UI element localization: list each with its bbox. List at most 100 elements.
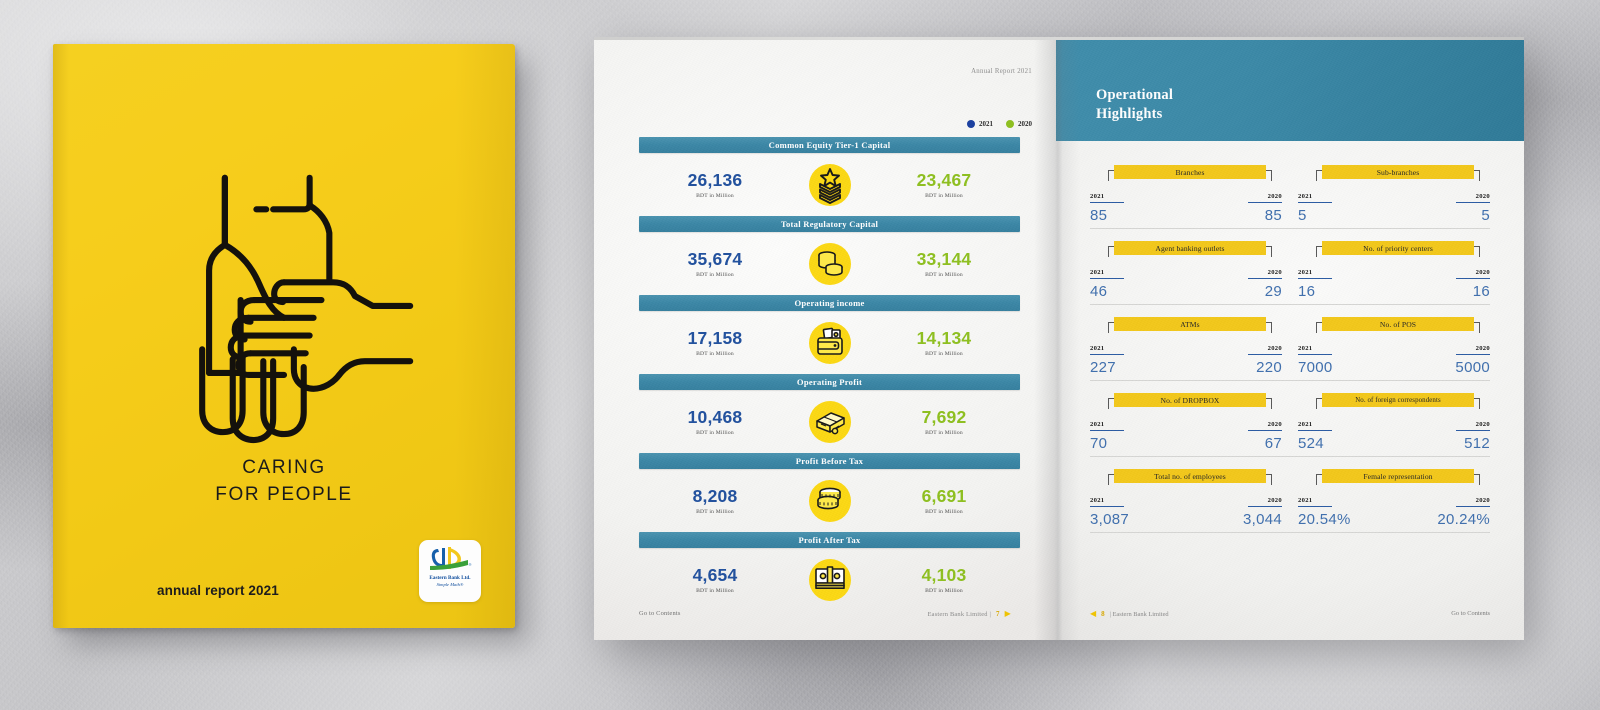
stat-years: 2021 524 2020 512 bbox=[1298, 413, 1490, 452]
stat-label: No. of POS bbox=[1322, 317, 1474, 331]
metric-value-2021: 4,654 BDT in Million bbox=[661, 565, 769, 594]
metric-icon bbox=[797, 321, 863, 364]
right-page-footer: ◀ 8 | Eastern Bank Limited Go to Content… bbox=[1056, 609, 1524, 619]
metric-unit: BDT in Million bbox=[925, 351, 963, 357]
stat-2020: 2020 85 bbox=[1222, 185, 1282, 224]
prev-page-arrow-icon[interactable]: ◀ bbox=[1090, 609, 1097, 618]
stat-year-label: 2021 bbox=[1090, 345, 1124, 355]
footer-brand: | Eastern Bank Limited bbox=[1109, 610, 1169, 618]
financial-highlights-page: Annual Report 2021 2021 2020 Common Equi… bbox=[594, 40, 1056, 640]
page-header-label: Annual Report 2021 bbox=[971, 68, 1032, 75]
go-to-contents-link[interactable]: Go to Contents bbox=[639, 610, 681, 617]
cash-notes-icon bbox=[808, 558, 851, 601]
metric-row: Operating income 17,158 BDT in Million bbox=[639, 295, 1020, 374]
legend-label-2021: 2021 bbox=[979, 120, 993, 128]
stat-value: 70 bbox=[1090, 435, 1108, 452]
go-to-contents-link[interactable]: Go to Contents bbox=[1451, 610, 1490, 617]
stat-label: Sub-branches bbox=[1322, 165, 1474, 179]
metric-value: 7,692 bbox=[921, 407, 967, 427]
stat-year-label: 2020 bbox=[1248, 421, 1282, 431]
stat-label: Female representation bbox=[1322, 469, 1474, 483]
metric-unit: BDT in Million bbox=[696, 509, 734, 515]
stat-years: 2021 20.54% 2020 20.24% bbox=[1298, 489, 1490, 528]
cover-title-line2: FOR PEOPLE bbox=[215, 484, 353, 505]
stat-cell: Total no. of employees 2021 3,087 2020 3… bbox=[1090, 469, 1282, 528]
metric-value: 33,144 bbox=[916, 249, 972, 269]
stat-2021: 2021 85 bbox=[1090, 185, 1150, 224]
stat-year-label: 2020 bbox=[1456, 497, 1490, 507]
stat-2020: 2020 5 bbox=[1430, 185, 1490, 224]
metric-value-2021: 35,674 BDT in Million bbox=[661, 249, 769, 278]
metric-value-2021: 17,158 BDT in Million bbox=[661, 328, 769, 357]
stat-2020: 2020 512 bbox=[1430, 413, 1490, 452]
stat-value: 3,087 bbox=[1090, 511, 1130, 528]
metric-value-2020: 23,467 BDT in Million bbox=[890, 170, 998, 199]
stat-year-label: 2021 bbox=[1298, 193, 1332, 203]
stat-cell: No. of priority centers 2021 16 2020 16 bbox=[1298, 241, 1490, 300]
stat-label: Agent banking outlets bbox=[1114, 241, 1266, 255]
stat-value: 3,044 bbox=[1242, 511, 1282, 528]
metric-unit: BDT in Million bbox=[696, 351, 734, 357]
stat-bracket bbox=[1108, 246, 1272, 257]
stat-years: 2021 85 2020 85 bbox=[1090, 185, 1282, 224]
stat-cell: ATMs 2021 227 2020 220 bbox=[1090, 317, 1282, 376]
metric-value: 35,674 bbox=[687, 249, 743, 269]
page-title-line2: Highlights bbox=[1096, 105, 1163, 122]
metric-value: 14,134 bbox=[916, 328, 972, 348]
page-number: 8 bbox=[1101, 610, 1105, 618]
stat-value: 524 bbox=[1298, 435, 1324, 452]
stat-cell: No. of DROPBOX 2021 70 2020 67 bbox=[1090, 393, 1282, 452]
stat-2021: 2021 46 bbox=[1090, 261, 1150, 300]
metric-value: 10,468 bbox=[687, 407, 743, 427]
metric-unit: BDT in Million bbox=[696, 588, 734, 594]
cover-title-line1: CARING bbox=[242, 457, 326, 478]
svg-text:®: ® bbox=[469, 562, 472, 567]
stat-2020: 2020 5000 bbox=[1430, 337, 1490, 376]
metric-unit: BDT in Million bbox=[925, 588, 963, 594]
metric-title-bar: Operating income bbox=[639, 295, 1020, 311]
metric-value-2020: 33,144 BDT in Million bbox=[890, 249, 998, 278]
ebl-logo-mark: ® bbox=[430, 547, 472, 570]
page-title: Operational Highlights bbox=[1096, 86, 1173, 123]
ebl-logo-name: Eastern Bank Ltd. bbox=[429, 575, 471, 581]
clasped-hands-icon bbox=[146, 162, 422, 444]
stats-row: Branches 2021 85 2020 85 Sub-br bbox=[1090, 153, 1490, 229]
annual-report-cover: CARING FOR PEOPLE annual report 2021 ® E… bbox=[53, 44, 515, 628]
metric-unit: BDT in Million bbox=[925, 430, 963, 436]
stat-bracket bbox=[1108, 398, 1272, 409]
metric-list: Common Equity Tier-1 Capital 26,136 BDT … bbox=[639, 137, 1020, 611]
stat-value: 46 bbox=[1090, 283, 1108, 300]
stat-2021: 2021 7000 bbox=[1298, 337, 1358, 376]
next-page-arrow-icon[interactable]: ▶ bbox=[1004, 609, 1011, 618]
stat-cell: No. of foreign correspondents 2021 524 2… bbox=[1298, 393, 1490, 452]
metric-icon bbox=[797, 242, 863, 285]
footer-brand: Eastern Bank Limited | bbox=[927, 610, 991, 618]
stats-row: Total no. of employees 2021 3,087 2020 3… bbox=[1090, 457, 1490, 533]
stat-years: 2021 5 2020 5 bbox=[1298, 185, 1490, 224]
metric-value: 6,691 bbox=[921, 486, 967, 506]
stat-bracket bbox=[1108, 474, 1272, 485]
cover-title: CARING FOR PEOPLE bbox=[53, 454, 515, 508]
metric-value: 4,654 bbox=[692, 565, 738, 585]
stat-year-label: 2020 bbox=[1456, 421, 1490, 431]
stat-years: 2021 227 2020 220 bbox=[1090, 337, 1282, 376]
metric-icon bbox=[797, 400, 863, 443]
footer-page-info: Eastern Bank Limited | 7 ▶ bbox=[927, 609, 1011, 619]
stat-2021: 2021 70 bbox=[1090, 413, 1150, 452]
stat-label: ATMs bbox=[1114, 317, 1266, 331]
stat-2021: 2021 227 bbox=[1090, 337, 1150, 376]
stat-label: Total no. of employees bbox=[1114, 469, 1266, 483]
metric-value: 26,136 bbox=[687, 170, 743, 190]
legend-dot-2021 bbox=[967, 120, 975, 128]
metric-value-2020: 7,692 BDT in Million bbox=[890, 407, 998, 436]
book-top-edge bbox=[594, 37, 1524, 41]
stat-value: 16 bbox=[1472, 283, 1490, 300]
ebl-logo-tagline: Simple Math® bbox=[436, 582, 464, 587]
stat-2021: 2021 524 bbox=[1298, 413, 1358, 452]
metric-body: 10,468 BDT in Million bbox=[639, 390, 1020, 453]
metric-row: Common Equity Tier-1 Capital 26,136 BDT … bbox=[639, 137, 1020, 216]
stat-bracket bbox=[1108, 170, 1272, 181]
metric-value-2021: 8,208 BDT in Million bbox=[661, 486, 769, 515]
metric-row: Profit After Tax 4,654 BDT in Million bbox=[639, 532, 1020, 611]
stat-cell: Branches 2021 85 2020 85 bbox=[1090, 165, 1282, 224]
